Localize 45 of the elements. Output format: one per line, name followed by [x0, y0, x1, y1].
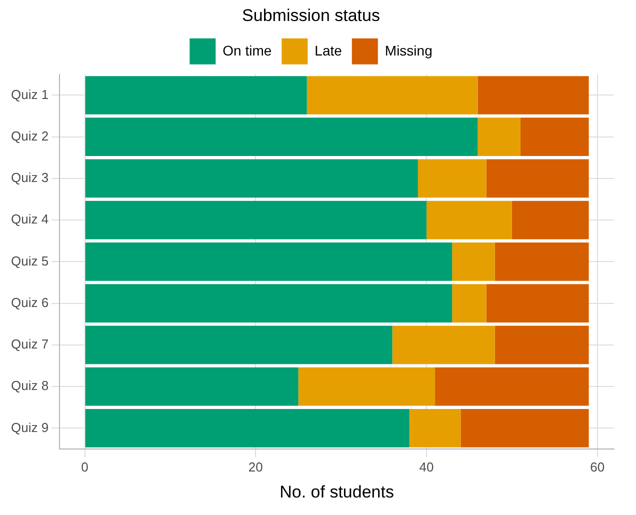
bar: [85, 76, 307, 114]
legend-label: On time: [222, 42, 272, 58]
bar: [418, 159, 486, 198]
bar: [460, 409, 589, 448]
y-tick-label: Quiz 5: [10, 253, 49, 268]
bar: [85, 326, 392, 364]
bar: [520, 118, 589, 156]
bar: [85, 242, 452, 281]
x-tick-label: 40: [419, 459, 434, 474]
x-axis-title: No. of students: [280, 482, 394, 502]
x-tick-label: 60: [590, 459, 605, 474]
bar: [392, 326, 495, 364]
bar: [452, 242, 495, 281]
bar: [85, 159, 418, 198]
legend-label: Late: [314, 42, 342, 58]
bar: [478, 118, 520, 156]
bar: [85, 200, 426, 240]
y-tick-label: Quiz 8: [10, 378, 49, 394]
bar: [512, 200, 589, 240]
bar: [85, 284, 452, 322]
bar: [426, 200, 512, 240]
legend-label: Missing: [384, 42, 432, 58]
y-tick-label: Quiz 2: [10, 128, 49, 144]
bar: [486, 159, 589, 198]
y-tick-label: Quiz 3: [10, 170, 49, 186]
bar: [409, 409, 461, 448]
bar: [494, 242, 589, 281]
bar: [452, 284, 486, 322]
legend-title: Submission status: [242, 6, 380, 26]
y-tick-label: Quiz 4: [10, 212, 49, 227]
bar: [494, 326, 589, 364]
y-tick-label: Quiz 7: [10, 336, 49, 352]
bar: [486, 284, 589, 322]
bar: [85, 118, 478, 156]
bar: [85, 367, 298, 406]
bar: [298, 367, 436, 406]
bar: [478, 76, 589, 114]
bar: [85, 409, 410, 448]
y-tick-label: Quiz 9: [10, 420, 49, 435]
x-tick-label: 0: [81, 459, 88, 474]
x-tick-label: 20: [248, 459, 263, 474]
bar: [306, 76, 478, 114]
y-tick-label: Quiz 1: [10, 86, 49, 102]
y-tick-label: Quiz 6: [10, 294, 49, 310]
bar: [435, 367, 589, 406]
